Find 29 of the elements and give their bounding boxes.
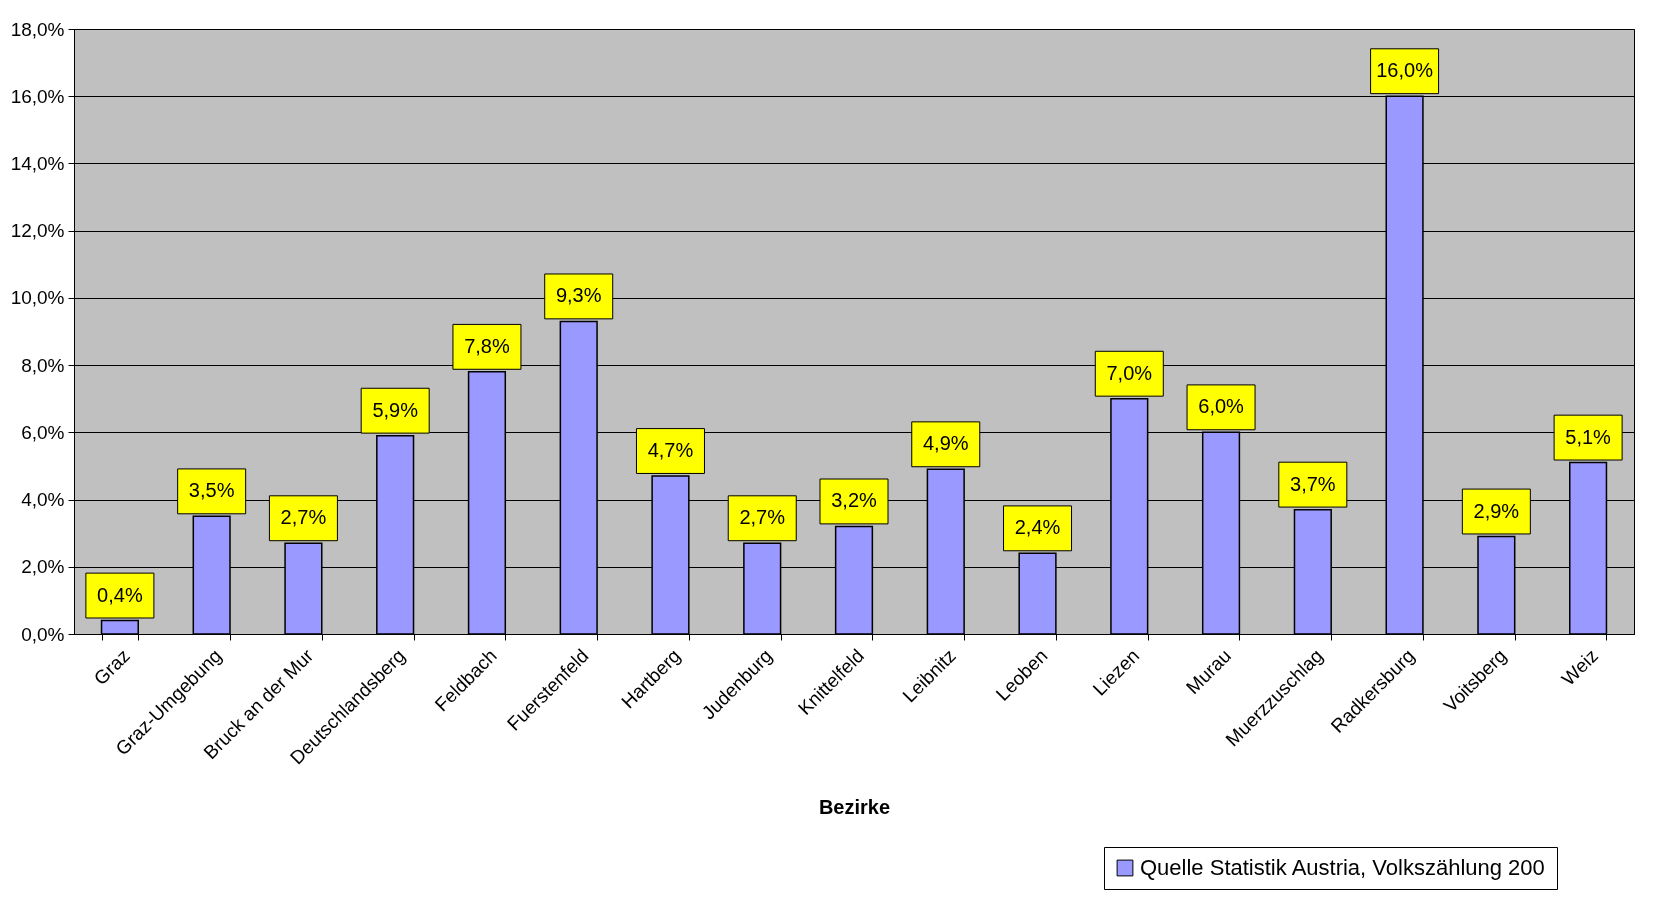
data-label: 7,8% — [464, 334, 510, 357]
y-tick-label: 2,0% — [21, 556, 65, 578]
data-label: 16,0% — [1376, 59, 1434, 82]
data-label: 5,9% — [372, 398, 419, 421]
y-tick-label: 6,0% — [21, 421, 65, 443]
data-label: 9,3% — [555, 284, 602, 307]
y-tick-label: 12,0% — [10, 220, 65, 242]
data-label: 3,7% — [1290, 472, 1336, 495]
y-tick-label: 10,0% — [10, 287, 65, 309]
y-tick-label: 18,0% — [10, 18, 65, 40]
y-tick-label: 0,0% — [21, 623, 65, 645]
x-axis-title: Bezirke — [818, 796, 891, 819]
legend-label: Quelle Statistik Austria, Volkszählung 200 — [1140, 855, 1545, 880]
y-tick-label: 4,0% — [21, 489, 65, 511]
y-tick-label: 8,0% — [21, 354, 65, 376]
data-label: 3,5% — [188, 479, 235, 502]
data-label: 5,1% — [1565, 425, 1612, 448]
data-label: 2,4% — [1014, 516, 1061, 539]
data-label: 4,9% — [922, 432, 969, 455]
data-label: 2,9% — [1473, 499, 1520, 522]
data-label: 3,2% — [831, 489, 878, 512]
y-tick-label: 16,0% — [10, 85, 65, 107]
y-tick-label: 14,0% — [10, 152, 65, 174]
data-label: 0,4% — [97, 583, 143, 606]
data-label: 6,0% — [1198, 395, 1245, 418]
data-label: 2,7% — [739, 506, 786, 529]
data-label: 7,0% — [1106, 361, 1153, 384]
data-label: 4,7% — [647, 439, 694, 462]
data-label: 2,7% — [280, 506, 327, 529]
